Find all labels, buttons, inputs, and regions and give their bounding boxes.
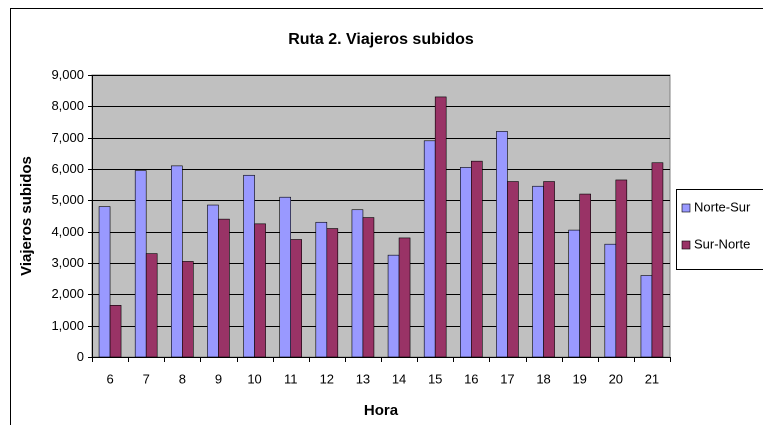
bar <box>218 218 230 358</box>
bar <box>182 261 194 358</box>
x-tick-label: 7 <box>143 371 150 386</box>
bar <box>543 181 555 358</box>
bar <box>423 140 436 358</box>
bar <box>243 174 255 358</box>
y-tick-label: 8,000 <box>51 98 84 113</box>
x-tick-label: 20 <box>609 371 623 386</box>
y-tick-label: 2,000 <box>51 286 84 301</box>
y-tick-label: 3,000 <box>51 255 84 270</box>
x-tick-label: 12 <box>320 371 334 386</box>
y-axis-label: Viajeros subidos <box>18 156 35 276</box>
x-tick-label: 8 <box>179 371 186 386</box>
bar <box>568 229 580 358</box>
x-tick-label: 9 <box>215 371 222 386</box>
bar <box>579 193 591 358</box>
legend-swatch <box>681 203 691 213</box>
bar <box>351 209 364 358</box>
bar <box>145 253 158 358</box>
x-tick-label: 15 <box>428 371 442 386</box>
bar <box>496 131 508 358</box>
y-tick-label: 1,000 <box>51 318 84 333</box>
bar <box>171 165 183 358</box>
legend-label: Sur-Norte <box>694 236 750 251</box>
bar <box>315 221 328 358</box>
x-tick-label: 14 <box>392 371 406 386</box>
bar <box>254 223 266 358</box>
bar <box>507 181 519 358</box>
y-tick-label: 5,000 <box>51 192 84 207</box>
legend-box <box>676 189 763 270</box>
x-tick-label: 18 <box>536 371 550 386</box>
legend-label: Norte-Sur <box>694 199 751 214</box>
bar <box>134 170 147 358</box>
bar <box>604 243 617 358</box>
x-tick-label: 11 <box>284 371 298 386</box>
x-tick-label: 16 <box>464 371 478 386</box>
y-tick-label: 0 <box>77 349 84 364</box>
bar <box>387 254 400 358</box>
bar <box>471 160 483 358</box>
x-axis-label: Hora <box>364 402 399 419</box>
x-tick-label: 21 <box>645 371 659 386</box>
chart-title: Ruta 2. Viajeros subidos <box>288 31 474 48</box>
bar <box>362 217 375 358</box>
bar <box>460 167 472 358</box>
bar <box>434 96 447 358</box>
bar <box>98 206 111 358</box>
bar <box>615 179 628 358</box>
bar <box>651 162 664 358</box>
y-tick-label: 9,000 <box>51 67 84 82</box>
bar <box>109 304 122 358</box>
bar <box>532 185 544 358</box>
bar <box>326 228 339 358</box>
x-tick-label: 10 <box>247 371 261 386</box>
bar <box>279 196 291 358</box>
legend-swatch <box>681 240 691 250</box>
y-tick-label: 4,000 <box>51 224 84 239</box>
bar <box>398 237 411 358</box>
x-tick-label: 17 <box>500 371 514 386</box>
bar <box>640 275 653 358</box>
y-tick-label: 7,000 <box>51 130 84 145</box>
x-tick-label: 13 <box>356 371 370 386</box>
bar <box>207 204 219 358</box>
x-tick-label: 19 <box>572 371 586 386</box>
bar <box>290 239 302 358</box>
x-tick-label: 6 <box>106 371 113 386</box>
y-tick-label: 6,000 <box>51 161 84 176</box>
